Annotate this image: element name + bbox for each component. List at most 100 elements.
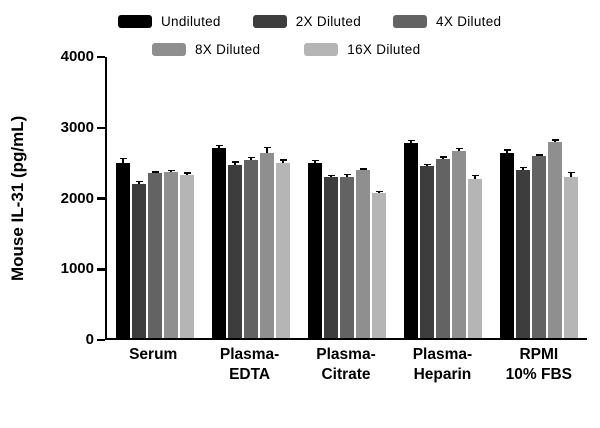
category-label: Plasma- Heparin bbox=[394, 345, 490, 386]
legend-swatch-icon bbox=[118, 15, 152, 28]
error-bar-cap bbox=[535, 154, 543, 156]
error-bar-cap bbox=[263, 146, 271, 149]
error-bar-cap bbox=[503, 149, 511, 151]
y-tick-mark bbox=[96, 197, 105, 200]
legend-label: 4X Diluted bbox=[436, 14, 502, 29]
bar bbox=[532, 154, 546, 338]
bar bbox=[516, 166, 530, 338]
error-bar-cap bbox=[183, 172, 191, 174]
legend-swatch-icon bbox=[252, 15, 287, 28]
bar-group bbox=[107, 57, 203, 338]
bar bbox=[436, 156, 450, 338]
bar bbox=[212, 144, 226, 338]
bar bbox=[244, 156, 258, 338]
bar bbox=[324, 174, 338, 338]
bar bbox=[564, 171, 578, 338]
error-bar-cap bbox=[423, 163, 431, 166]
error-bar bbox=[474, 174, 476, 179]
bars bbox=[107, 57, 587, 338]
error-bar-cap bbox=[119, 157, 127, 160]
category-label-line1: Serum bbox=[129, 346, 178, 363]
category-label-line2: EDTA bbox=[229, 366, 271, 384]
bar bbox=[148, 171, 162, 338]
legend-label: 16X Diluted bbox=[347, 42, 421, 57]
bar bbox=[500, 149, 514, 338]
error-bar-cap bbox=[151, 171, 159, 173]
bar bbox=[228, 161, 242, 338]
bar bbox=[260, 146, 274, 338]
error-bar-cap bbox=[407, 139, 415, 142]
legend-label: 2X Diluted bbox=[295, 14, 362, 29]
legend-swatch-icon bbox=[304, 43, 339, 56]
error-bar-cap bbox=[327, 174, 335, 177]
error-bar-cap bbox=[247, 156, 255, 159]
legend: Undiluted 2X Diluted 4X Diluted 8X Diluted… bbox=[0, 14, 600, 57]
category-label: RPMI 10% FBS bbox=[491, 345, 587, 386]
y-tick-mark bbox=[96, 338, 105, 342]
category-label-line1: Plasma- bbox=[316, 346, 376, 363]
bar bbox=[452, 147, 466, 338]
y-tick-label: 1000 bbox=[60, 260, 94, 278]
error-bar-cap bbox=[519, 166, 527, 169]
bar bbox=[276, 159, 290, 338]
error-bar-cap bbox=[567, 171, 575, 174]
legend-swatch-icon bbox=[393, 15, 428, 28]
y-tick-label: 2000 bbox=[60, 189, 94, 207]
legend-swatch-icon bbox=[152, 43, 186, 56]
bar bbox=[468, 174, 482, 338]
y-tick-mark bbox=[96, 126, 105, 129]
legend-item: 4X Diluted bbox=[393, 14, 501, 29]
bar bbox=[356, 168, 370, 338]
legend-item: 2X Diluted bbox=[252, 14, 362, 29]
y-tick-label: 0 bbox=[85, 331, 94, 348]
legend-row-2: 8X Diluted 16X Diluted bbox=[152, 42, 600, 57]
error-bar-cap bbox=[279, 159, 287, 161]
error-bar bbox=[282, 159, 284, 164]
y-tick-label: 4000 bbox=[60, 48, 94, 65]
y-tick-label: 3000 bbox=[60, 118, 94, 136]
category-label-line1: Plasma- bbox=[219, 346, 280, 363]
legend-item: 8X Diluted bbox=[152, 42, 260, 57]
category-label-line2: Citrate bbox=[321, 366, 371, 384]
error-bar-cap bbox=[359, 168, 367, 170]
bar-group bbox=[203, 57, 299, 338]
bar bbox=[132, 180, 146, 338]
legend-row-1: Undiluted 2X Diluted 4X Diluted bbox=[118, 14, 600, 29]
error-bar-cap bbox=[311, 159, 319, 162]
bar bbox=[372, 190, 386, 338]
error-bar-cap bbox=[455, 147, 463, 150]
error-bar bbox=[218, 144, 220, 149]
error-bar bbox=[122, 157, 124, 163]
bar bbox=[164, 169, 178, 338]
bar bbox=[340, 173, 354, 338]
x-axis-labels: Serum Plasma- EDTA Plasma- Citrate Plasma- Hep… bbox=[105, 345, 587, 386]
y-tick-mark bbox=[96, 55, 105, 59]
error-bar bbox=[506, 149, 508, 153]
error-bar-cap bbox=[343, 173, 351, 176]
bar bbox=[116, 157, 130, 338]
bar bbox=[404, 139, 418, 338]
error-bar-cap bbox=[471, 174, 479, 177]
category-label: Plasma- EDTA bbox=[201, 345, 297, 386]
error-bar-cap bbox=[135, 180, 143, 183]
category-label-line1: RPMI bbox=[519, 346, 559, 363]
y-tick-mark bbox=[96, 268, 105, 271]
error-bar-cap bbox=[231, 161, 239, 163]
error-bar-cap bbox=[215, 144, 223, 147]
error-bar-cap bbox=[551, 139, 559, 141]
category-label: Serum bbox=[105, 345, 201, 386]
legend-item: 16X Diluted bbox=[304, 42, 420, 57]
category-label-line1: Plasma- bbox=[412, 346, 473, 363]
error-bar bbox=[266, 146, 268, 154]
bar bbox=[548, 139, 562, 338]
legend-item: Undiluted bbox=[118, 14, 221, 29]
bar bbox=[308, 159, 322, 338]
bar bbox=[180, 172, 194, 338]
plot-area: 0 1000 2000 3000 4000 bbox=[61, 48, 587, 348]
error-bar-cap bbox=[167, 169, 175, 172]
bar-group bbox=[299, 57, 395, 338]
category-label-line2: Heparin bbox=[413, 366, 472, 384]
error-bar-cap bbox=[439, 156, 447, 158]
error-bar bbox=[570, 171, 572, 178]
